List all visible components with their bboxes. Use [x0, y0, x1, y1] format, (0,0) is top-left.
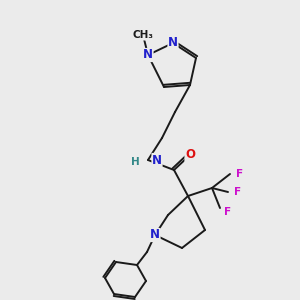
Text: F: F: [236, 169, 243, 179]
Text: F: F: [224, 207, 231, 217]
Text: N: N: [168, 37, 178, 50]
Text: N: N: [143, 49, 153, 62]
Text: N: N: [150, 229, 160, 242]
Text: O: O: [185, 148, 195, 161]
Text: N: N: [152, 154, 162, 166]
Text: CH₃: CH₃: [133, 30, 154, 40]
Text: F: F: [234, 187, 241, 197]
Text: H: H: [131, 157, 140, 167]
